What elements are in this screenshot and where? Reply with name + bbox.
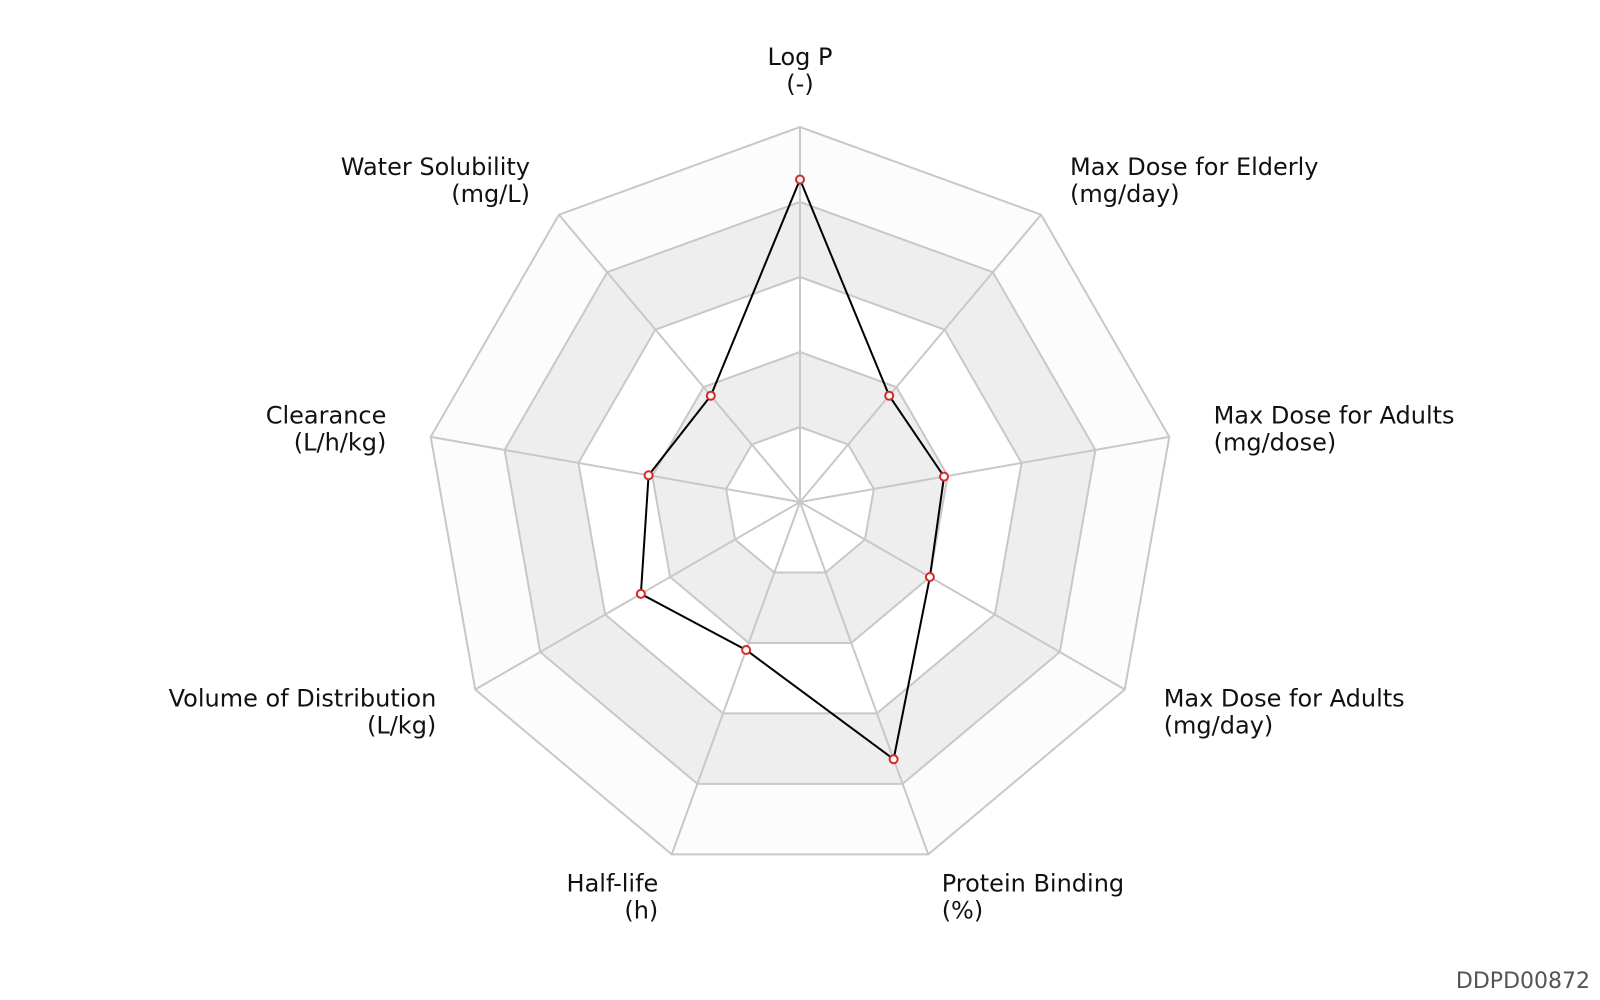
axis-label-7-unit: (L/kg) (367, 712, 436, 740)
axis-labels: Log P(-)Max Dose for Elderly(mg/day)Max … (169, 43, 1455, 925)
radar-spoke-3 (799, 435, 1170, 503)
data-point-8 (643, 470, 654, 481)
axis-label-1-unit: (-) (786, 70, 813, 98)
radar-spoke-2 (799, 214, 1042, 503)
axis-label-1-name: Log P (768, 43, 833, 71)
series-line-1 (639, 176, 946, 761)
radar-spoke-8 (430, 435, 801, 503)
radar-spoke-4 (799, 501, 1126, 691)
data-point-5 (888, 754, 899, 765)
axis-label-3-name: Max Dose for Adults (1214, 402, 1455, 430)
axis-label-5-name: Protein Binding (942, 870, 1124, 898)
axis-label-3-unit: (mg/dose) (1214, 429, 1337, 457)
data-point-9 (705, 390, 716, 401)
radar-series (635, 174, 950, 765)
radar-spoke-5 (799, 501, 930, 855)
data-point-1 (795, 174, 805, 185)
axis-label-4-name: Max Dose for Adults (1164, 685, 1405, 713)
data-point-6 (741, 645, 752, 655)
axis-label-9-name: Water Solubility (341, 153, 530, 181)
axis-label-7-name: Volume of Distribution (169, 685, 437, 713)
data-point-2 (884, 390, 895, 401)
axis-label-6-unit: (h) (624, 897, 658, 925)
axis-label-5-unit: (%) (942, 897, 984, 925)
axis-label-8-unit: (L/h/kg) (294, 429, 387, 457)
axis-label-4-unit: (mg/day) (1164, 712, 1274, 740)
axis-label-9-unit: (mg/L) (451, 180, 530, 208)
axis-label-6-name: Half-life (567, 870, 659, 898)
radar-spoke-9 (558, 214, 801, 503)
data-point-3 (939, 471, 950, 482)
radar-spoke-6 (670, 501, 801, 855)
axis-label-8-name: Clearance (266, 402, 387, 430)
chart-id-label: DDPD00872 (1456, 969, 1590, 994)
axis-label-2-name: Max Dose for Elderly (1070, 153, 1319, 181)
data-point-7 (635, 588, 646, 599)
axis-label-2-unit: (mg/day) (1070, 180, 1180, 208)
radar-spokes (430, 127, 1170, 855)
data-point-4 (924, 572, 935, 582)
